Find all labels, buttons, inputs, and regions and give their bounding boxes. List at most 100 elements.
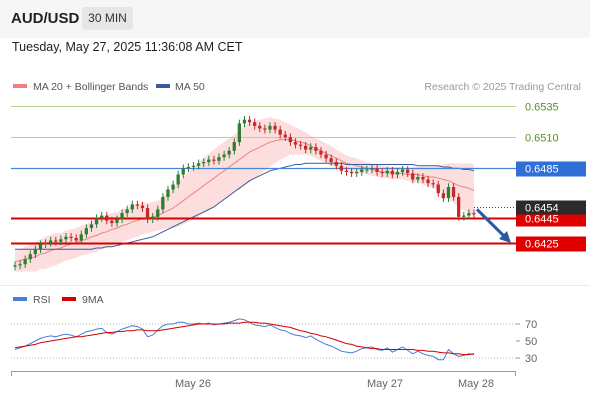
candle-body [431, 183, 435, 185]
candle-body [196, 163, 201, 166]
candle-body [140, 205, 145, 209]
candle-body [89, 224, 94, 228]
candle-body [43, 243, 48, 245]
candle-body [370, 168, 374, 170]
candle-body [395, 172, 400, 175]
candle-body [100, 215, 104, 219]
header-bar: AUD/USD 30 MIN [0, 0, 590, 38]
forecast-arrow-head [499, 231, 511, 243]
rsi-tick-label: 30 [525, 353, 537, 365]
bollinger-fill [15, 117, 474, 272]
candle-body [400, 169, 405, 172]
candle-body [64, 236, 68, 240]
support-label: 0.6445 [525, 214, 559, 226]
candle-body [217, 157, 221, 161]
candle-body [181, 168, 185, 175]
candle-body [416, 177, 420, 180]
candle-body [339, 165, 343, 171]
candle-body [115, 219, 119, 223]
candle-body [171, 184, 175, 190]
candle-body [380, 172, 384, 174]
x-tick-label: May 28 [458, 378, 494, 390]
candles [13, 115, 476, 271]
candle-body [125, 209, 129, 214]
candle-body [324, 154, 328, 159]
bollinger-band [15, 117, 474, 272]
ma20-legend-swatch [13, 84, 27, 88]
candle-body [49, 240, 53, 243]
candle-body [375, 168, 379, 172]
candle-body [406, 169, 410, 174]
candle-body [258, 125, 262, 129]
ma50-legend-label: MA 50 [175, 81, 205, 93]
candle-body [176, 174, 180, 185]
rsi-legend-label: RSI [33, 294, 51, 306]
candle-body [13, 265, 17, 267]
pivot-label: 0.6485 [525, 164, 559, 176]
candle-body [247, 119, 252, 123]
candle-body [349, 172, 354, 174]
candle-body [110, 220, 114, 224]
candle-body [253, 122, 257, 126]
candle-body [283, 134, 287, 138]
candle-body [54, 240, 58, 242]
price-labels: 0.6535 0.6510 0.6485 0.6445 0.6425 0.6454 [516, 102, 586, 252]
candle-body [314, 147, 318, 151]
rsi-ma-legend-label: 9MA [82, 294, 104, 306]
x-tick-label: May 27 [367, 378, 403, 390]
rsi-panel: 70 50 30 [11, 318, 537, 365]
candle-body [79, 234, 83, 241]
candle-body [222, 154, 226, 158]
candle-body [421, 177, 425, 180]
candle-body [156, 209, 160, 217]
candle-body [462, 215, 466, 217]
x-axis-labels: May 26 May 27 May 28 [175, 378, 494, 390]
candle-body [237, 123, 241, 143]
candle-body [105, 215, 109, 221]
candle-body [151, 216, 155, 220]
ma50-line [15, 162, 475, 250]
candle-body [212, 159, 216, 161]
candle-body [467, 213, 471, 216]
support-label: 0.6425 [525, 239, 559, 251]
candle-body [278, 129, 282, 135]
timeframe-badge[interactable]: 30 MIN [82, 7, 133, 30]
rsi-legend-swatch [13, 297, 27, 301]
candle-body [385, 170, 389, 174]
rsi-tick-label: 50 [525, 336, 537, 348]
candle-body [38, 244, 43, 250]
candle-body [69, 236, 73, 238]
rsi-ma-legend-swatch [62, 297, 76, 301]
candle-body [319, 150, 323, 155]
candle-body [166, 189, 170, 197]
candle-body [344, 170, 349, 172]
candle-body [191, 165, 196, 167]
candle-body [161, 196, 165, 210]
ma20-legend-label: MA 20 + Bollinger Bands [33, 81, 148, 93]
candle-body [360, 169, 364, 172]
candle-body [411, 173, 415, 180]
candle-body [436, 184, 440, 194]
candle-body [273, 125, 277, 130]
candle-body [207, 159, 211, 163]
candle-body [135, 204, 139, 206]
candle-body [441, 193, 445, 199]
current-price-label: 0.6454 [525, 203, 559, 215]
candle-body [457, 196, 461, 217]
candle-body [472, 213, 476, 215]
current-price-box [516, 200, 586, 215]
candle-body [298, 144, 303, 146]
forecast-arrow [475, 208, 511, 243]
candle-body [120, 213, 124, 220]
support-label-box [516, 211, 586, 227]
candle-body [446, 187, 451, 199]
timestamp: Tuesday, May 27, 2025 11:36:08 AM CET [12, 40, 243, 54]
candle-body [74, 238, 78, 241]
resistance-label: 0.6535 [525, 102, 559, 114]
candle-body [365, 169, 369, 171]
candle-body [334, 162, 338, 166]
candle-body [84, 228, 88, 235]
candle-body [59, 239, 63, 242]
candle-body [33, 249, 37, 255]
